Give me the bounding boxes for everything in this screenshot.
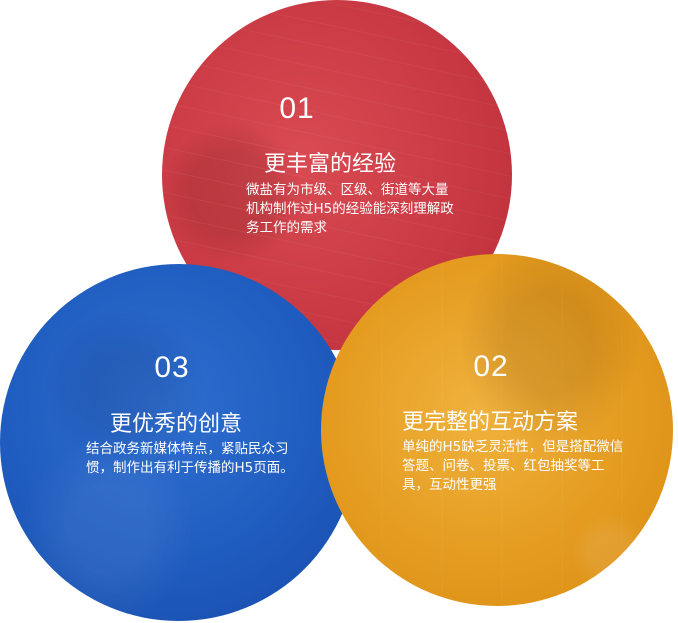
feature-circle-interaction: 02 更完整的互动方案 单纯的H5缺乏灵活性，但是搭配微信答题、问卷、投票、红包… — [321, 254, 673, 606]
feature-number: 03 — [154, 351, 190, 384]
feature-description: 结合政务新媒体特点，紧贴民众习惯，制作出有利于传播的H5页面。 — [86, 441, 294, 476]
feature-number: 01 — [279, 92, 315, 125]
feature-title: 更丰富的经验 — [264, 152, 397, 177]
feature-title: 更完整的互动方案 — [402, 410, 579, 435]
background-photo-person — [0, 264, 357, 621]
feature-title: 更优秀的创意 — [110, 412, 243, 437]
feature-block-creativity: 03 更优秀的创意 结合政务新媒体特点，紧贴民众习惯，制作出有利于传播的H5页面… — [0, 264, 357, 621]
feature-block-interaction: 02 更完整的互动方案 单纯的H5缺乏灵活性，但是搭配微信答题、问卷、投票、红包… — [321, 254, 673, 606]
background-photo-office — [321, 254, 673, 606]
feature-circle-experience: 01 更丰富的经验 微盐有为市级、区级、街道等大量机构制作过H5的经验能深刻理解… — [162, 0, 512, 350]
feature-number: 02 — [473, 350, 509, 383]
feature-block-experience: 01 更丰富的经验 微盐有为市级、区级、街道等大量机构制作过H5的经验能深刻理解… — [162, 0, 512, 350]
feature-circle-creativity: 03 更优秀的创意 结合政务新媒体特点，紧贴民众习惯，制作出有利于传播的H5页面… — [0, 264, 357, 621]
feature-description: 微盐有为市级、区级、街道等大量机构制作过H5的经验能深刻理解政务工作的需求 — [246, 182, 454, 236]
feature-description: 单纯的H5缺乏灵活性，但是搭配微信答题、问卷、投票、红包抽奖等工具，互动性更强 — [402, 439, 624, 493]
